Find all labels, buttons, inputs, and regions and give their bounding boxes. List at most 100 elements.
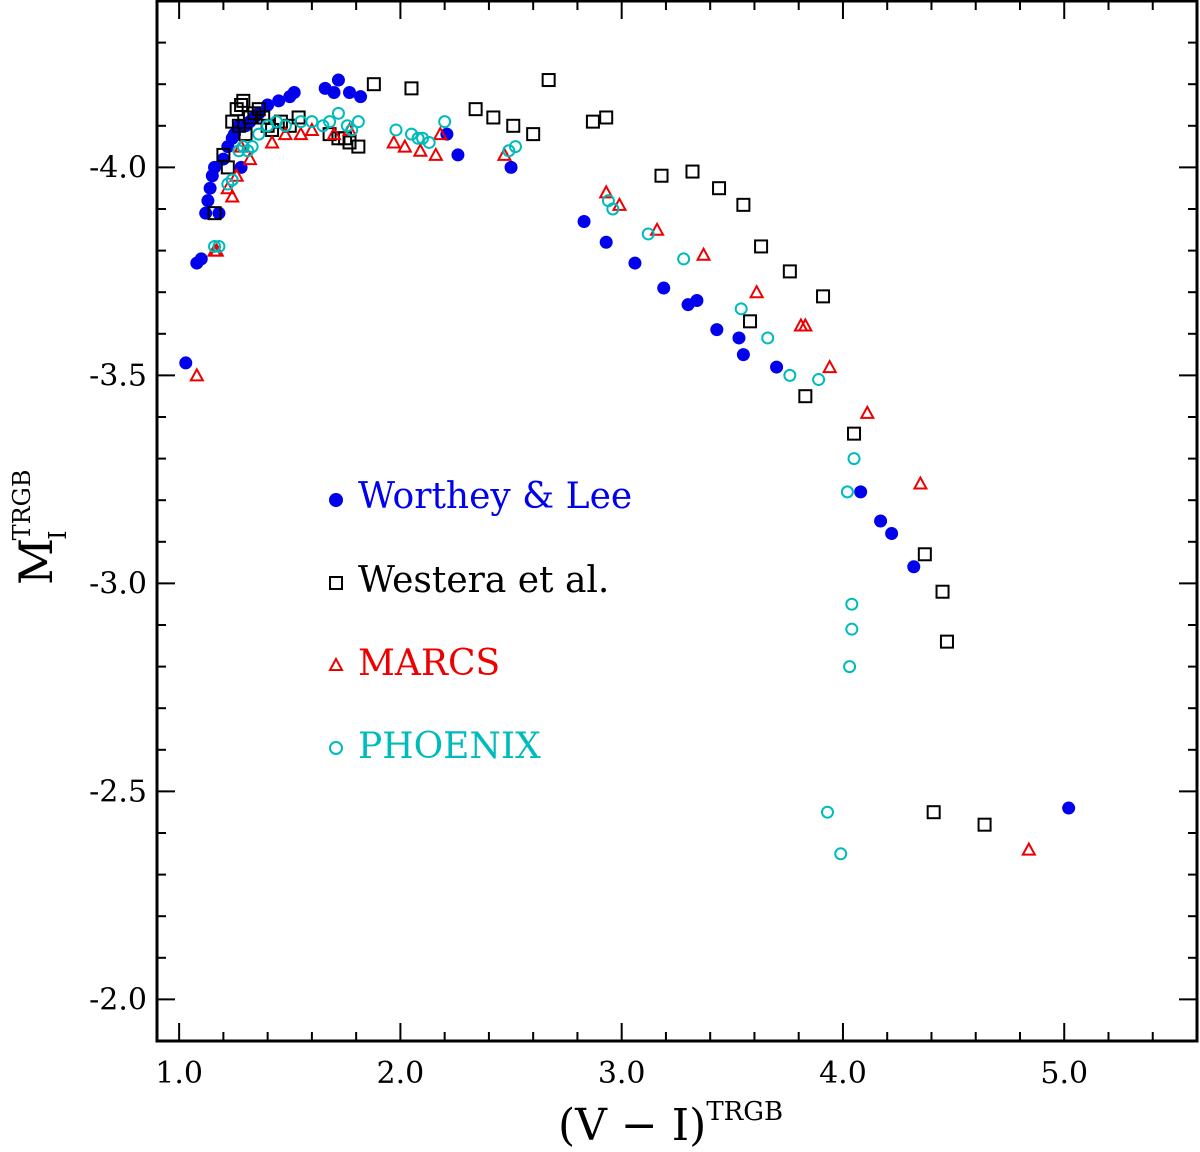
plot-frame xyxy=(155,0,1199,1043)
point-marcs xyxy=(277,126,294,141)
point-phoenix xyxy=(323,115,337,129)
point-marcs xyxy=(397,138,413,153)
point-marcs xyxy=(859,404,875,419)
point-westera-et-al xyxy=(404,81,419,96)
point-marcs xyxy=(304,121,320,136)
point-marcs xyxy=(797,317,814,332)
point-marcs xyxy=(598,184,614,199)
point-worthey-lee xyxy=(216,152,230,166)
point-westera-et-al xyxy=(342,135,357,150)
legend: Worthey & Lee Westera et al. MARCS PHOEN… xyxy=(328,476,632,767)
x-tick-label: 1.0 xyxy=(155,1056,203,1091)
point-phoenix xyxy=(845,622,859,636)
point-phoenix xyxy=(845,597,859,611)
point-worthey-lee xyxy=(504,160,518,174)
point-phoenix xyxy=(812,373,826,387)
x-tick-label: 2.0 xyxy=(377,1056,425,1091)
point-phoenix xyxy=(843,660,857,674)
point-phoenix xyxy=(331,106,345,120)
point-worthey-lee xyxy=(854,485,868,499)
point-marcs xyxy=(224,188,240,203)
point-marcs xyxy=(748,284,765,299)
point-worthey-lee xyxy=(327,86,341,100)
legend-label-marcs: MARCS xyxy=(358,643,500,684)
point-worthey-lee xyxy=(907,560,921,574)
point-westera-et-al xyxy=(743,314,758,329)
point-phoenix xyxy=(316,119,330,133)
point-worthey-lee xyxy=(212,206,226,220)
point-worthey-lee xyxy=(690,294,704,308)
point-phoenix xyxy=(840,485,854,499)
point-phoenix xyxy=(847,452,861,466)
point-worthey-lee xyxy=(331,73,345,87)
point-worthey-lee xyxy=(287,86,301,100)
point-worthey-lee xyxy=(885,526,899,540)
point-westera-et-al xyxy=(926,805,941,820)
legend-marker-worthey-lee xyxy=(329,493,343,507)
point-worthey-lee xyxy=(261,98,275,112)
point-phoenix xyxy=(438,115,452,129)
y-tick-label: -2.0 xyxy=(89,982,147,1017)
point-worthey-lee xyxy=(194,252,208,266)
point-phoenix xyxy=(761,331,775,345)
point-worthey-lee xyxy=(710,323,724,337)
legend-label-phoenix: PHOENIX xyxy=(358,726,541,767)
point-worthey-lee xyxy=(179,356,193,370)
point-westera-et-al xyxy=(935,584,950,599)
point-marcs xyxy=(428,146,444,161)
point-worthey-lee xyxy=(203,181,217,195)
y-tick-label: -4.0 xyxy=(89,150,147,185)
point-westera-et-al xyxy=(247,106,262,121)
point-westera-et-al xyxy=(685,164,700,179)
x-axis-title: (V − I)TRGB xyxy=(558,1097,783,1151)
point-phoenix xyxy=(783,368,797,382)
point-marcs xyxy=(821,358,838,374)
legend-label-westera: Westera et al. xyxy=(358,560,609,601)
point-marcs xyxy=(386,134,402,149)
point-westera-et-al xyxy=(541,73,556,88)
y-axis-title-sub: I xyxy=(44,530,72,539)
point-westera-et-al xyxy=(207,206,222,221)
point-westera-et-al xyxy=(486,110,501,125)
point-phoenix xyxy=(245,140,259,154)
point-worthey-lee xyxy=(732,331,746,345)
point-westera-et-al xyxy=(468,102,483,117)
point-westera-et-al xyxy=(939,634,954,649)
data-points xyxy=(179,73,1076,861)
point-worthey-lee xyxy=(354,90,368,104)
point-westera-et-al xyxy=(236,93,251,108)
point-phoenix xyxy=(820,805,834,819)
point-westera-et-al xyxy=(654,168,669,183)
point-phoenix xyxy=(252,127,266,141)
x-tick-label: 3.0 xyxy=(598,1056,646,1091)
legend-marker-westera xyxy=(329,576,343,590)
point-phoenix xyxy=(677,252,691,266)
point-marcs xyxy=(912,475,929,490)
point-worthey-lee xyxy=(440,127,454,141)
point-westera-et-al xyxy=(526,127,541,142)
point-phoenix xyxy=(411,131,425,145)
point-worthey-lee xyxy=(599,235,613,249)
point-worthey-lee xyxy=(1062,801,1076,815)
point-marcs xyxy=(695,246,712,261)
legend-marker-phoenix xyxy=(329,741,343,755)
point-westera-et-al xyxy=(798,389,813,404)
point-worthey-lee xyxy=(577,214,591,228)
y-axis-title: MITRGB xyxy=(8,470,72,585)
point-phoenix xyxy=(734,302,748,316)
point-westera-et-al xyxy=(754,239,769,254)
point-westera-et-al xyxy=(847,426,862,441)
point-westera-et-al xyxy=(712,181,727,196)
point-phoenix xyxy=(422,135,436,149)
point-phoenix xyxy=(225,173,239,187)
point-phoenix xyxy=(345,123,359,137)
point-worthey-lee xyxy=(208,160,222,174)
point-marcs xyxy=(264,134,280,149)
point-westera-et-al xyxy=(585,114,600,129)
point-marcs xyxy=(326,126,342,141)
point-westera-et-al xyxy=(506,118,521,133)
point-worthey-lee xyxy=(343,86,357,100)
x-tick-label: 4.0 xyxy=(819,1056,867,1091)
y-tick-label: -2.5 xyxy=(89,774,147,809)
